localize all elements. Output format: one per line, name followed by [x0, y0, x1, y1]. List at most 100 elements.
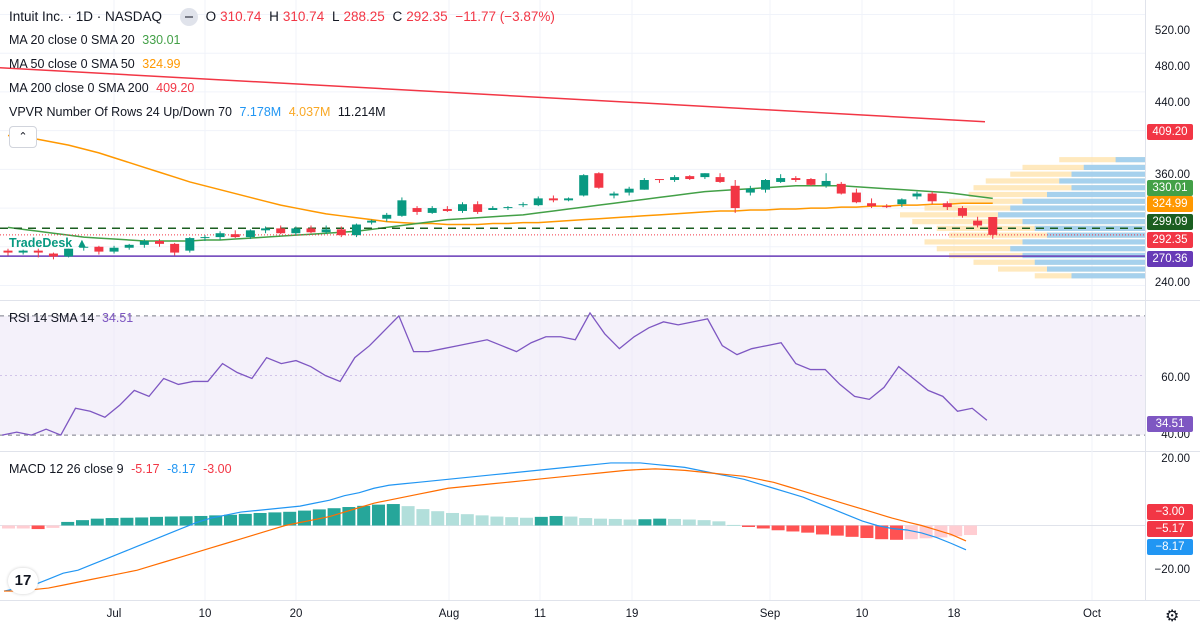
- candle-body: [473, 204, 483, 212]
- candle-body: [670, 177, 680, 180]
- ma50-line: [7, 134, 993, 226]
- macd-histogram-bar: [2, 525, 15, 529]
- candle-body: [564, 198, 574, 201]
- candle-body: [533, 198, 543, 206]
- macd-histogram-bar: [830, 525, 844, 536]
- candle-body: [109, 247, 119, 252]
- candle-body: [594, 173, 604, 188]
- candle-body: [851, 192, 861, 203]
- candle-body: [33, 250, 43, 253]
- macd-histogram-bar: [534, 516, 548, 526]
- macd-histogram-bar: [90, 518, 104, 526]
- vpvr-bar-up: [1047, 191, 1145, 198]
- macd-histogram-bar: [505, 517, 519, 526]
- macd-histogram-bar: [549, 515, 563, 526]
- macd-histogram-bar: [386, 504, 400, 526]
- candle-body: [654, 179, 664, 181]
- macd-histogram-bar: [238, 513, 252, 526]
- macd-histogram-bar: [31, 525, 45, 530]
- candle-body: [3, 250, 13, 253]
- macd-histogram-bar: [312, 509, 326, 526]
- candle-body: [897, 199, 907, 205]
- macd-histogram-bar: [623, 519, 637, 526]
- candle-body: [836, 183, 846, 194]
- macd-histogram-bar: [120, 517, 134, 526]
- candle-body: [518, 204, 528, 206]
- macd-histogram-bar: [964, 525, 977, 536]
- macd-histogram-bar: [283, 511, 297, 526]
- macd-histogram-bar: [209, 515, 223, 526]
- macd-histogram-bar: [890, 525, 903, 540]
- candle-body: [427, 208, 437, 213]
- macd-histogram-bar: [712, 521, 726, 526]
- macd-histogram-bar: [860, 525, 874, 539]
- candle-body: [791, 178, 801, 180]
- macd-histogram-bar: [727, 524, 741, 526]
- candle-body: [806, 179, 816, 185]
- candle-body: [715, 177, 725, 182]
- macd-histogram-bar: [756, 525, 770, 529]
- macd-histogram-bar: [61, 521, 75, 526]
- macd-histogram-bar: [845, 525, 859, 537]
- vpvr-bar-down: [973, 185, 1145, 191]
- macd-histogram-bar: [786, 525, 800, 532]
- vpvr-bar-up: [1010, 246, 1145, 252]
- macd-histogram-bar: [327, 508, 341, 526]
- vpvr-bar-up: [998, 212, 1145, 218]
- candle-body: [397, 200, 407, 216]
- chevron-up-icon[interactable]: ⌃: [9, 126, 37, 148]
- macd-histogram-bar: [949, 525, 963, 537]
- candle-body: [139, 240, 149, 245]
- macd-histogram-bar: [164, 516, 178, 526]
- macd-histogram-bar: [668, 518, 681, 526]
- macd-histogram-bar: [638, 519, 652, 526]
- candle-body: [730, 185, 740, 209]
- candle-body: [185, 238, 195, 251]
- vpvr-bar-up: [1071, 171, 1145, 177]
- macd-histogram-bar: [801, 525, 815, 533]
- macd-histogram-bar: [105, 518, 119, 526]
- vpvr-bar-up: [1034, 259, 1145, 265]
- macd-histogram-bar: [475, 515, 489, 526]
- macd-histogram-bar: [594, 518, 607, 526]
- macd-histogram-bar: [520, 517, 533, 526]
- candle-body: [412, 208, 422, 212]
- candle-body: [776, 178, 786, 182]
- candle-body: [882, 206, 892, 208]
- macd-histogram-bar: [653, 518, 667, 526]
- macd-histogram-bar: [697, 520, 711, 526]
- vpvr-bar-up: [1071, 185, 1145, 191]
- macd-histogram-bar: [372, 504, 385, 526]
- candle-body: [94, 246, 104, 252]
- macd-line: [3, 462, 967, 592]
- candle-body: [639, 180, 649, 190]
- candle-body: [973, 220, 983, 226]
- candle-body: [170, 243, 180, 253]
- ma200-line: [0, 66, 986, 123]
- rsi-line: [1, 311, 988, 436]
- macd-histogram-bar: [771, 525, 785, 531]
- candle-body: [48, 253, 58, 257]
- macd-histogram-bar: [76, 520, 89, 526]
- macd-signal-line: [4, 468, 967, 592]
- macd-histogram-bar: [298, 510, 311, 526]
- macd-histogram-bar: [416, 509, 430, 526]
- candle-body: [624, 188, 634, 193]
- macd-histogram-bar: [816, 525, 829, 535]
- candle-body: [867, 203, 877, 207]
- macd-histogram-bar: [179, 516, 193, 526]
- candle-body: [64, 248, 74, 257]
- macd-histogram-bar: [16, 525, 30, 529]
- macd-histogram-bar: [401, 506, 415, 526]
- vpvr-bar-up: [1022, 198, 1145, 204]
- candle-body: [155, 240, 164, 244]
- macd-histogram-bar: [608, 518, 622, 526]
- vpvr-bar-down: [1059, 157, 1145, 163]
- candle-body: [18, 250, 28, 253]
- vpvr-bar-up: [1071, 273, 1145, 279]
- candle-body: [306, 228, 316, 233]
- macd-histogram-bar: [490, 516, 504, 526]
- candle-body: [230, 234, 240, 238]
